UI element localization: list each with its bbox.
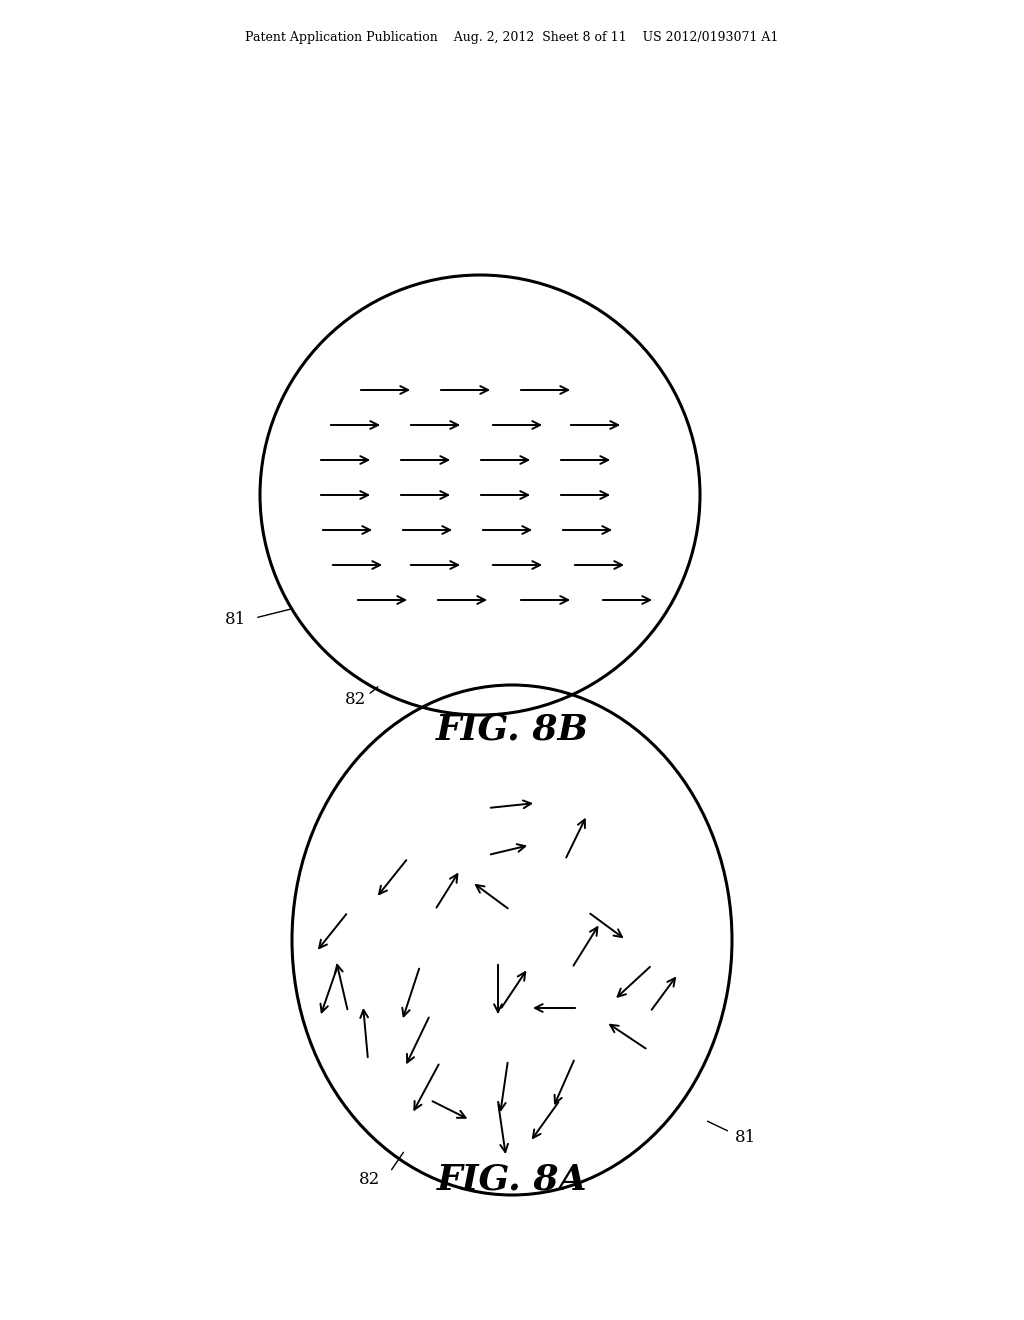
Text: Patent Application Publication    Aug. 2, 2012  Sheet 8 of 11    US 2012/0193071: Patent Application Publication Aug. 2, 2… xyxy=(246,30,778,44)
Text: FIG. 8A: FIG. 8A xyxy=(437,1163,587,1197)
Text: 82: 82 xyxy=(359,1172,381,1188)
Text: 81: 81 xyxy=(224,611,246,628)
Text: FIG. 8B: FIG. 8B xyxy=(435,713,589,747)
Text: 82: 82 xyxy=(344,692,366,709)
Text: 81: 81 xyxy=(734,1130,756,1147)
